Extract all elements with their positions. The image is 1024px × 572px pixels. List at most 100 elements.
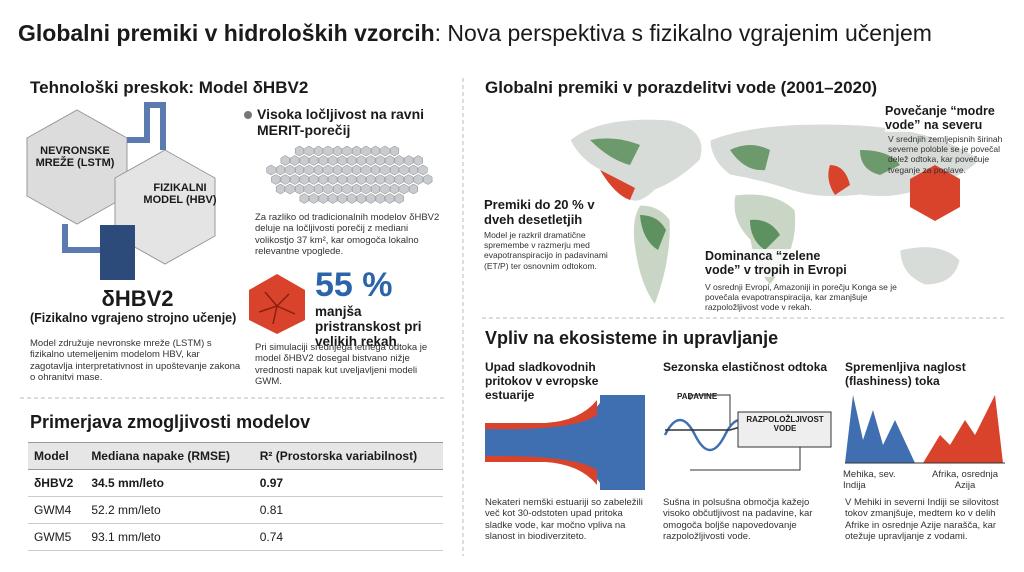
comparison-table: Model Mediana napake (RMSE) R² (Prostorska… bbox=[28, 442, 443, 551]
bias-text: Pri simulaciji srednjega letnega odtoka … bbox=[255, 342, 428, 388]
hex-cell bbox=[370, 164, 381, 176]
hex-cell bbox=[332, 145, 343, 157]
hex-grid bbox=[266, 145, 433, 204]
hex-cell bbox=[351, 183, 362, 195]
annotation-text: V osrednji Evropi, Amazoniji in porečju … bbox=[705, 282, 897, 313]
hex-cell bbox=[332, 183, 343, 195]
hex-cell bbox=[385, 174, 395, 185]
annotation-title: Premiki do 20 % v dveh desetletjih bbox=[484, 197, 619, 227]
hex-cell bbox=[294, 183, 305, 195]
red-hex bbox=[249, 274, 305, 334]
diagram-label: PADAVINE bbox=[677, 392, 718, 401]
impact-text: Sušna in polsušna območja kažejo visoko … bbox=[663, 497, 813, 543]
hex-cell bbox=[347, 174, 357, 185]
hex-cell bbox=[356, 155, 366, 166]
hex-cell bbox=[337, 193, 347, 204]
hex-cell bbox=[389, 164, 400, 176]
hex-cell bbox=[323, 164, 333, 176]
hex-cell bbox=[385, 155, 395, 166]
hex-cell bbox=[280, 155, 290, 166]
hex-cell bbox=[285, 183, 295, 195]
table-cell: 0.74 bbox=[253, 523, 443, 551]
hex-cell bbox=[385, 193, 395, 204]
hex-cell bbox=[394, 193, 404, 204]
diagram-label: RAZPOLOŽLJIVOST VODE bbox=[746, 415, 824, 433]
hex-cell bbox=[266, 164, 276, 176]
hex-cell bbox=[299, 193, 309, 204]
column-header: Mediana napake (RMSE) bbox=[85, 442, 254, 470]
hex-cell bbox=[366, 155, 376, 166]
hex-cell bbox=[323, 183, 333, 195]
hex-cell bbox=[361, 145, 371, 157]
impact-title: Spremenljiva naglost (flashiness) toka bbox=[845, 360, 966, 388]
hex-cell bbox=[313, 164, 324, 176]
hbv-label: FIZIKALNI MODEL (HBV) bbox=[143, 182, 217, 206]
hex-cell bbox=[318, 193, 328, 204]
map-heading: Globalni premiki v porazdelitvi vode (20… bbox=[485, 78, 878, 97]
hex-cell bbox=[399, 164, 409, 176]
hex-cell bbox=[413, 155, 423, 166]
hex-cell bbox=[328, 174, 338, 185]
hex-cell bbox=[404, 155, 414, 166]
hex-cell bbox=[347, 193, 357, 204]
annotation-text: V srednjih zemljepisnih širinah severne … bbox=[888, 134, 1003, 175]
flashiness-graphic bbox=[845, 395, 1005, 464]
hex-cell bbox=[394, 155, 404, 166]
impact-title: Sezonska elastičnost odtoka bbox=[663, 360, 828, 374]
column-header: Model bbox=[28, 442, 86, 470]
hex-diagram bbox=[26, 102, 216, 280]
hex-cell bbox=[304, 164, 314, 176]
hex-cell bbox=[361, 164, 371, 176]
table-cell: δHBV2 bbox=[28, 469, 86, 497]
annotation-title: Dominanca “zelene vode” v tropih in Evro… bbox=[705, 249, 855, 277]
table-cell: 52.2 mm/leto bbox=[85, 496, 254, 524]
impact-heading: Vpliv na ekosisteme in upravljanje bbox=[485, 328, 779, 348]
table-cell: 0.97 bbox=[253, 469, 443, 497]
table-heading: Primerjava zmogljivosti modelov bbox=[30, 412, 311, 432]
hex-cell bbox=[399, 183, 409, 195]
model-heading: Tehnološki preskok: Model δHBV2 bbox=[30, 78, 309, 97]
hex-cell bbox=[318, 155, 328, 166]
impact-title: Upad sladkovodnih pritokov v evropske es… bbox=[485, 360, 599, 402]
hex-cell bbox=[356, 174, 366, 185]
hex-cell bbox=[328, 155, 338, 166]
hex-cell bbox=[313, 183, 324, 195]
annotation-title: Povečanje “modre vode” na severu bbox=[885, 104, 1010, 132]
hex-cell bbox=[328, 193, 338, 204]
estuary-graphic bbox=[485, 395, 645, 490]
table-row: δHBV2 34.5 mm/leto 0.97 bbox=[28, 469, 443, 497]
hex-cell bbox=[318, 174, 328, 185]
hex-cell bbox=[332, 164, 343, 176]
hex-cell bbox=[342, 183, 352, 195]
bias-label: manjša pristranskost pri velikih rekah bbox=[315, 304, 422, 349]
flash-label: Mehika, sev. Indija bbox=[843, 469, 896, 492]
hex-cell bbox=[337, 174, 347, 185]
hex-cell bbox=[290, 174, 300, 185]
bias-stat: 55 % bbox=[315, 266, 393, 304]
hex-cell bbox=[290, 155, 300, 166]
model-name: δHBV2 bbox=[101, 286, 174, 311]
hex-cell bbox=[275, 183, 286, 195]
hex-cell bbox=[389, 145, 400, 157]
hex-cell bbox=[366, 174, 376, 185]
hex-cell bbox=[285, 164, 295, 176]
hex-cell bbox=[356, 193, 366, 204]
hex-cell bbox=[337, 155, 347, 166]
lstm-label: NEVRONSKE MREŽE (LSTM) bbox=[35, 145, 115, 169]
title: Globalni premiki v hidroloških vzorcih: … bbox=[18, 20, 932, 47]
hex-cell bbox=[370, 145, 381, 157]
hex-cell bbox=[370, 183, 381, 195]
table-row: GWM4 52.2 mm/leto 0.81 bbox=[28, 496, 443, 524]
hex-cell bbox=[309, 193, 319, 204]
hex-cell bbox=[304, 145, 314, 157]
table-cell: GWM5 bbox=[28, 523, 86, 551]
hex-cell bbox=[294, 145, 305, 157]
elasticity-graphic bbox=[663, 394, 832, 471]
hex-cell bbox=[351, 145, 362, 157]
table-cell: 93.1 mm/leto bbox=[85, 523, 254, 551]
hex-cell bbox=[351, 164, 362, 176]
hex-cell bbox=[375, 174, 385, 185]
hex-cell bbox=[342, 164, 352, 176]
